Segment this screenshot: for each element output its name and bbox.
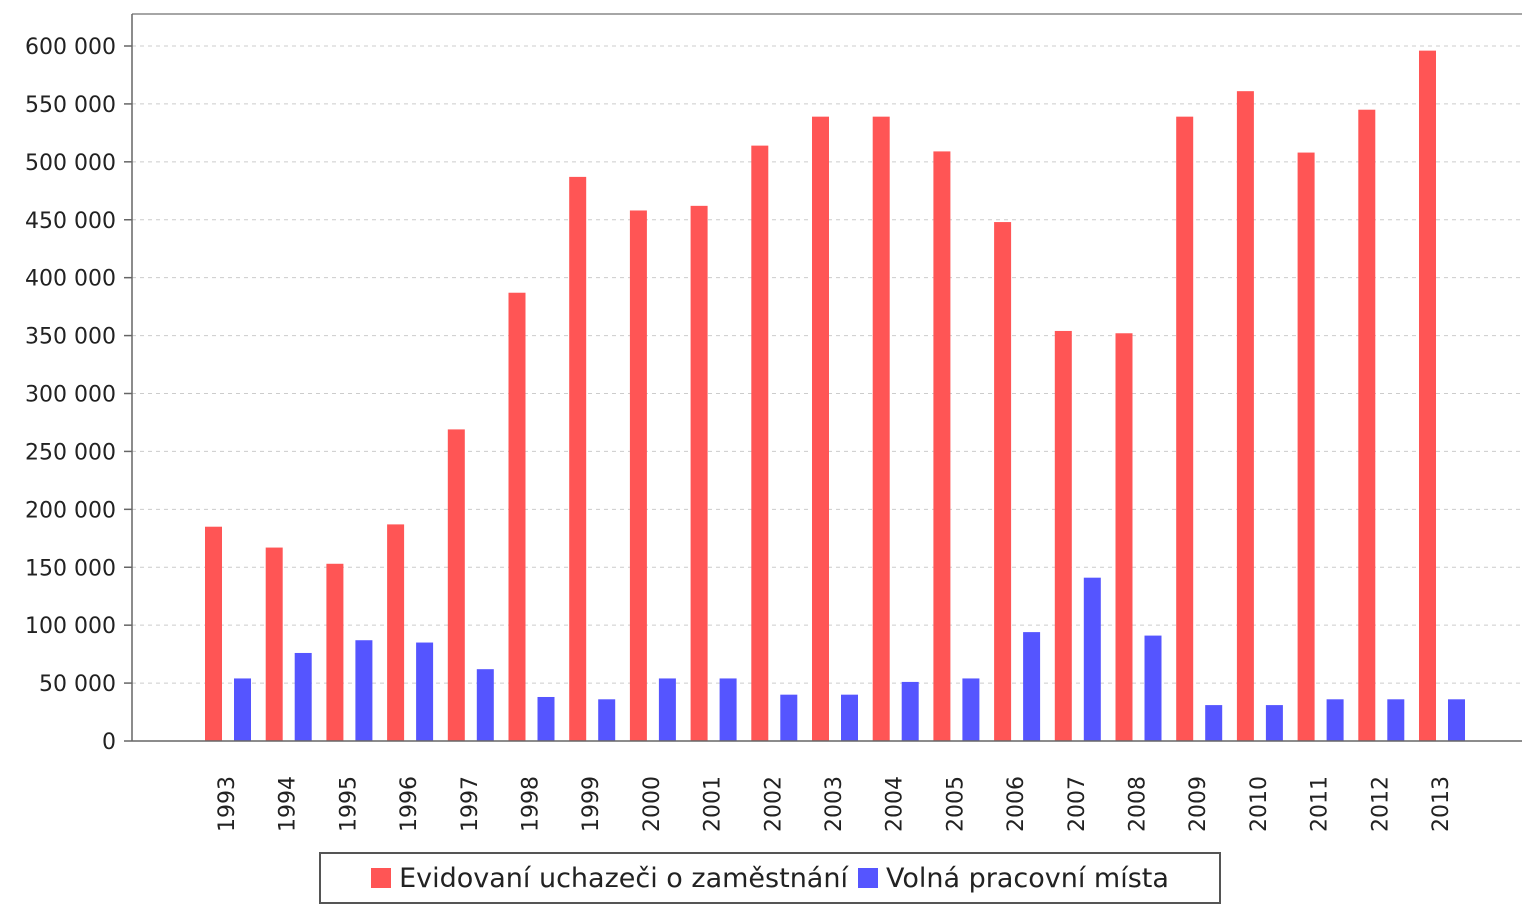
bar-series-1: [1448, 699, 1465, 741]
x-tick-label: 2006: [1004, 776, 1029, 832]
bar-series-0: [994, 222, 1012, 742]
bar-series-0: [447, 429, 465, 741]
x-tick-label: 2009: [1186, 776, 1211, 832]
x-tick-label: 1996: [397, 776, 422, 832]
axes: [124, 13, 1522, 742]
bar-series-1: [598, 699, 616, 741]
bar-series-1: [901, 681, 919, 741]
bar-series-1: [1326, 699, 1344, 741]
legend-swatch-series-0: [371, 868, 392, 888]
bar-series-1: [1387, 699, 1405, 741]
legend-item-series-0: Evidovaní uchazeči o zaměstnání: [371, 863, 848, 894]
y-tick-label: 600 000: [25, 35, 116, 60]
x-tick-label: 1999: [579, 776, 604, 832]
x-tick-label: 2005: [943, 776, 968, 832]
bar-series-1: [1144, 635, 1162, 741]
x-tick-label: 1995: [336, 776, 361, 832]
y-tick-label: 300 000: [25, 383, 116, 408]
bar-series-0: [1054, 330, 1072, 741]
x-tick-label: 2003: [822, 776, 847, 832]
bar-series-1: [416, 642, 434, 741]
bar-series-0: [326, 563, 344, 741]
bar-series-1: [780, 694, 798, 741]
x-tick-label: 1997: [458, 776, 483, 832]
bar-series-1: [537, 696, 555, 741]
y-tick-labels: 0 50 000 100 000 150 000 200 000 250 000 300 0…: [25, 35, 116, 755]
legend-label-series-1: Volná pracovní místa: [885, 862, 1169, 894]
bar-series-1: [1205, 705, 1223, 741]
x-tick-label: 2013: [1429, 776, 1454, 832]
y-tick-label: 200 000: [25, 498, 116, 523]
bar-series-1: [234, 678, 251, 741]
x-tick-label: 2010: [1247, 776, 1272, 832]
x-tick-label: 1998: [519, 776, 544, 832]
y-tick-label: 250 000: [25, 440, 116, 465]
bar-series-1: [841, 694, 858, 741]
bar-series-0: [690, 205, 708, 742]
x-tick-label: 2004: [883, 776, 908, 832]
x-tick-label: 1993: [215, 776, 240, 832]
legend: Evidovaní uchazeči o zaměstnání Volná pr…: [319, 852, 1221, 904]
legend-swatch-series-1: [857, 868, 878, 888]
bar-series-0: [872, 116, 890, 742]
y-tick-label: 500 000: [25, 151, 116, 176]
legend-label-series-0: Evidovaní uchazeči o zaměstnání: [399, 862, 848, 894]
y-tick-label: 550 000: [25, 93, 116, 118]
x-tick-label: 2000: [640, 776, 665, 832]
bar-series-0: [751, 145, 769, 741]
bar-series-0: [1419, 50, 1436, 741]
bar-series-1: [719, 678, 737, 741]
bar-series-0: [265, 547, 283, 741]
bar-series-0: [1358, 109, 1376, 742]
bar-series-1: [962, 678, 980, 741]
x-tick-label: 1994: [276, 776, 301, 832]
bar-series-0: [1297, 152, 1315, 742]
y-tick-label: 0: [102, 730, 116, 755]
x-tick-labels: 1993 1994 1995 1996 1997 1998 1999 2000 2001 2002…: [215, 776, 1454, 832]
x-tick-label: 2008: [1126, 776, 1151, 832]
bars: [205, 50, 1465, 742]
bar-series-0: [1115, 333, 1133, 741]
bar-series-1: [1083, 577, 1101, 741]
bar-series-1: [294, 652, 312, 741]
x-tick-label: 2007: [1065, 776, 1090, 832]
bar-series-0: [933, 151, 951, 742]
y-tick-label: 100 000: [25, 614, 116, 639]
x-tick-label: 2002: [761, 776, 786, 832]
bar-series-0: [1236, 91, 1254, 742]
bar-series-1: [476, 669, 494, 741]
y-tick-label: 400 000: [25, 267, 116, 292]
legend-item-series-1: Volná pracovní místa: [857, 862, 1169, 894]
bar-series-0: [508, 292, 526, 741]
bar-series-0: [1176, 116, 1194, 742]
x-tick-label: 2012: [1368, 776, 1393, 832]
x-tick-label: 2011: [1308, 776, 1333, 832]
bar-series-0: [205, 526, 222, 741]
bar-series-1: [355, 640, 373, 741]
y-tick-label: 50 000: [39, 672, 116, 697]
bar-series-0: [812, 116, 829, 742]
bar-series-1: [1023, 632, 1041, 741]
y-tick-label: 350 000: [25, 325, 116, 350]
bar-series-1: [658, 678, 676, 741]
bar-series-0: [569, 176, 587, 741]
y-tick-label: 450 000: [25, 209, 116, 234]
x-tick-label: 2001: [701, 776, 726, 832]
bar-series-0: [387, 524, 405, 741]
bar-series-0: [629, 210, 647, 741]
bar-series-1: [1265, 705, 1283, 741]
y-tick-label: 150 000: [25, 556, 116, 581]
